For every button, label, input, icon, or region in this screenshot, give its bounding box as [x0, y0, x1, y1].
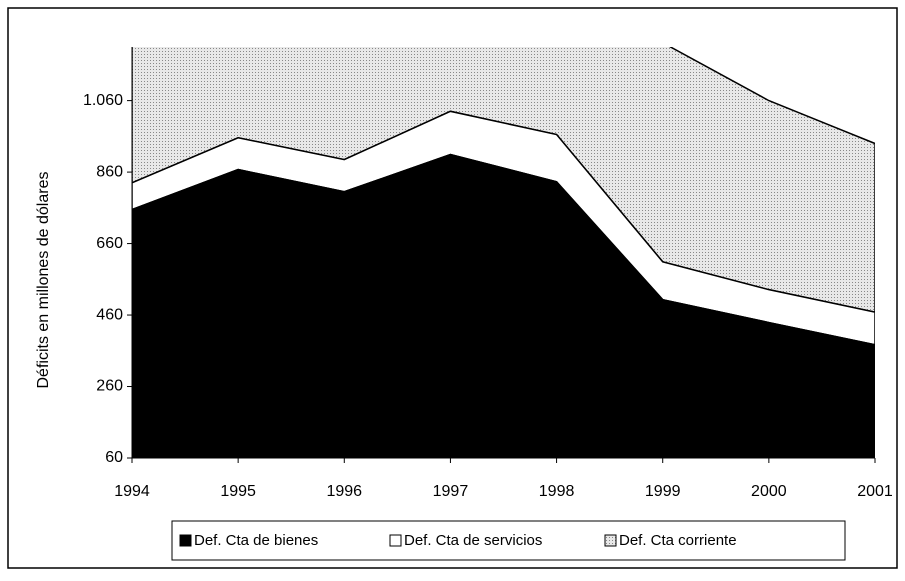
legend-swatch: [179, 534, 192, 547]
x-tick-label: 2001: [857, 483, 893, 500]
x-tick-label: 1996: [326, 483, 362, 500]
y-axis-label: Déficits en millones de dólares: [35, 172, 52, 389]
legend-swatch: [604, 534, 617, 547]
x-tick-label: 2000: [751, 483, 787, 500]
legend-box: [171, 520, 846, 561]
x-tick-label: 1995: [220, 483, 256, 500]
x-tick-label: 1998: [539, 483, 575, 500]
y-tick-label: 260: [96, 378, 123, 395]
y-tick-label: 860: [96, 163, 123, 180]
legend-label: Def. Cta de bienes: [194, 532, 318, 549]
y-tick-label: 460: [96, 306, 123, 323]
x-tick-label: 1994: [114, 483, 150, 500]
y-tick-label: 1.060: [83, 92, 123, 109]
plot-area: [132, 47, 875, 458]
x-tick-label: 1997: [433, 483, 469, 500]
x-tick-label: 1999: [645, 483, 681, 500]
y-tick-label: 660: [96, 235, 123, 252]
legend-label: Def. Cta corriente: [619, 532, 737, 549]
axes: 60 260 460 660 860 1.060 1994 1995 1996 1997 1998 1…: [83, 47, 893, 500]
legend-swatch: [389, 534, 402, 547]
legend-label: Def. Cta de servicios: [404, 532, 542, 549]
legend: Def. Cta de bienes Def. Cta de servicios D…: [179, 532, 737, 549]
area: [132, 153, 875, 458]
y-tick-label: 60: [105, 449, 123, 466]
